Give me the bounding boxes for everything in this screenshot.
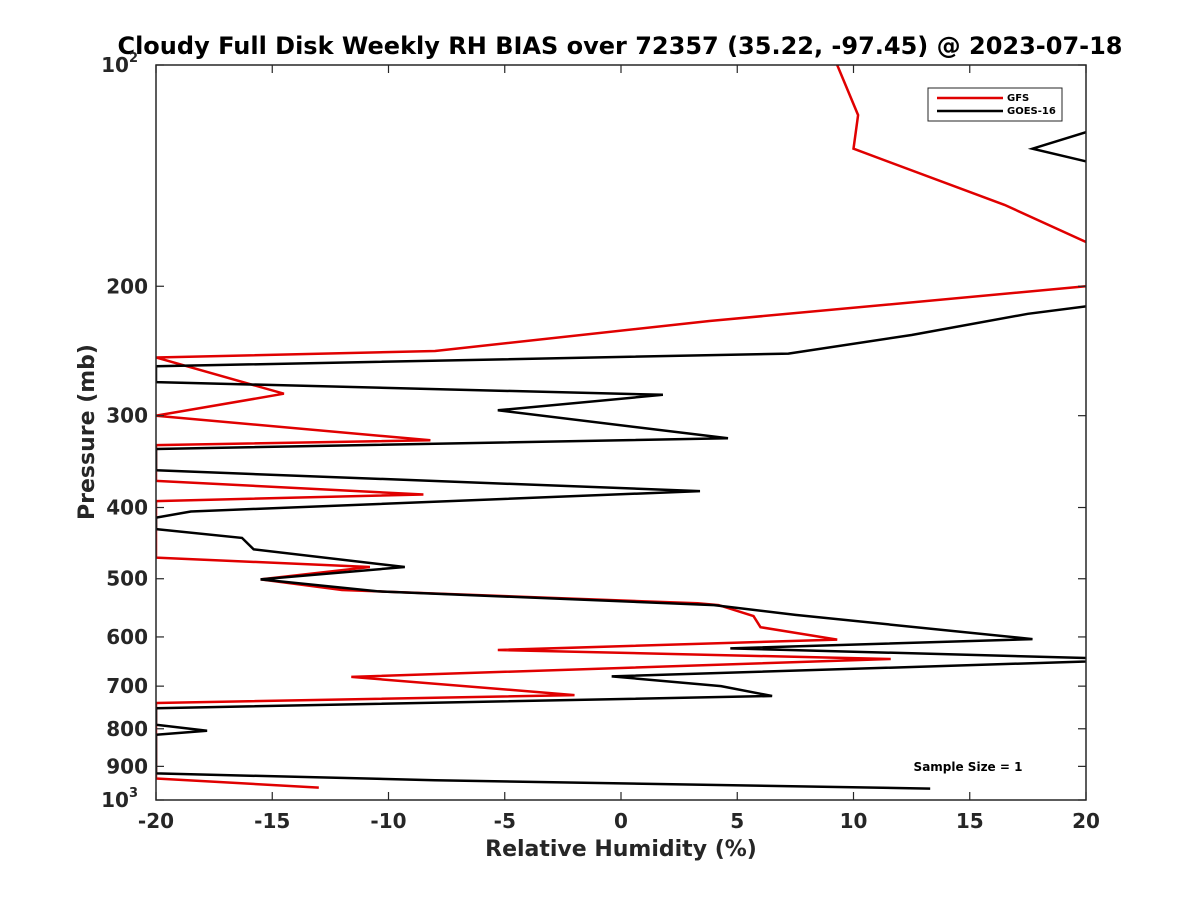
- legend-label-gfs: GFS: [1007, 93, 1029, 104]
- chart-title: Cloudy Full Disk Weekly RH BIAS over 723…: [117, 32, 1122, 60]
- y-tick-label: 600: [106, 625, 148, 649]
- x-tick-label: 10: [840, 809, 868, 833]
- x-tick-label: 5: [730, 809, 744, 833]
- legend: GFS GOES-16: [927, 87, 1063, 122]
- y-tick-label: 400: [106, 496, 148, 520]
- x-tick-label: 20: [1072, 809, 1100, 833]
- x-tick-label: 15: [956, 809, 984, 833]
- x-axis-label: Relative Humidity (%): [485, 837, 757, 862]
- y-tick-label: 103: [101, 786, 138, 812]
- series-line-gfs: [156, 65, 1086, 789]
- x-tick-label: -5: [494, 809, 516, 833]
- sample-size-annotation: Sample Size = 1: [914, 760, 1023, 774]
- y-tick-label: 900: [106, 754, 148, 778]
- legend-label-goes16: GOES-16: [1007, 106, 1056, 117]
- x-tick-label: -10: [370, 809, 406, 833]
- x-tick-label: -15: [254, 809, 290, 833]
- y-tick-label: 300: [106, 404, 148, 428]
- y-tick-label: 700: [106, 674, 148, 698]
- y-axis-ticks: 102 200 300 400 500 600 700 800 900 103: [101, 51, 1086, 812]
- plot-frame: [155, 64, 1087, 801]
- y-tick-label: 800: [106, 717, 148, 741]
- y-tick-label: 200: [106, 274, 148, 298]
- series-line-goes16: [156, 130, 1086, 790]
- x-axis-ticks: -20 -15 -10 -5 0 5 10 15 20: [138, 65, 1100, 833]
- x-tick-label: -20: [138, 809, 174, 833]
- series-layer: [156, 65, 1086, 790]
- y-axis-label: Pressure (mb): [75, 344, 100, 520]
- y-tick-label: 500: [106, 567, 148, 591]
- x-tick-label: 0: [614, 809, 628, 833]
- y-tick-label: 102: [101, 51, 138, 77]
- legend-box: [927, 87, 1063, 122]
